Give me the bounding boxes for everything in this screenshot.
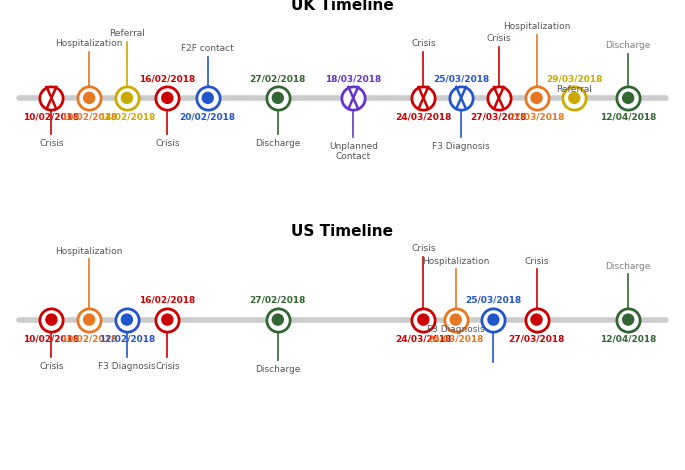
Point bbox=[46, 316, 57, 323]
Point bbox=[162, 316, 173, 323]
Text: Discharge: Discharge bbox=[606, 41, 651, 50]
Text: 16/02/2018: 16/02/2018 bbox=[139, 296, 195, 305]
Text: Crisis: Crisis bbox=[524, 257, 549, 266]
Point bbox=[623, 316, 634, 323]
Text: Discharge: Discharge bbox=[255, 139, 301, 148]
Point bbox=[84, 94, 95, 102]
Text: 29/03/2018: 29/03/2018 bbox=[546, 74, 603, 83]
Text: 14/02/2018: 14/02/2018 bbox=[99, 112, 155, 121]
Point bbox=[121, 316, 132, 323]
Text: Hospitalization: Hospitalization bbox=[422, 257, 489, 266]
Point bbox=[418, 94, 429, 102]
Point bbox=[202, 94, 213, 102]
Text: Crisis: Crisis bbox=[155, 362, 179, 371]
Point bbox=[456, 94, 466, 102]
Text: Hospitalization: Hospitalization bbox=[55, 39, 123, 48]
Point bbox=[162, 94, 173, 102]
Text: 27/02/2018: 27/02/2018 bbox=[249, 74, 306, 83]
Text: F2F contact: F2F contact bbox=[182, 44, 234, 53]
Text: 10/02/2018: 10/02/2018 bbox=[61, 112, 117, 121]
Point bbox=[46, 316, 57, 323]
Point bbox=[273, 94, 284, 102]
Text: Hospitalization: Hospitalization bbox=[55, 247, 123, 256]
Text: Discharge: Discharge bbox=[606, 262, 651, 271]
Text: Crisis: Crisis bbox=[155, 139, 179, 148]
Text: F3 Diagnosis: F3 Diagnosis bbox=[427, 325, 484, 334]
Point bbox=[450, 316, 461, 323]
Text: Crisis: Crisis bbox=[411, 244, 436, 253]
Point bbox=[46, 94, 57, 102]
Point bbox=[569, 94, 580, 102]
Text: Referral: Referral bbox=[556, 85, 593, 94]
Text: 25/03/2018: 25/03/2018 bbox=[433, 74, 489, 83]
Point bbox=[531, 94, 542, 102]
Point bbox=[84, 94, 95, 102]
Text: Hospitalization: Hospitalization bbox=[503, 22, 570, 31]
Text: Crisis: Crisis bbox=[411, 39, 436, 48]
Text: 16/02/2018: 16/02/2018 bbox=[139, 74, 195, 83]
Point bbox=[121, 94, 132, 102]
Point bbox=[569, 94, 580, 102]
Point bbox=[531, 316, 542, 323]
Point bbox=[348, 94, 359, 102]
Text: 27/03/2018: 27/03/2018 bbox=[508, 112, 564, 121]
Point bbox=[121, 94, 132, 102]
Text: 12/04/2018: 12/04/2018 bbox=[600, 335, 656, 344]
Text: Crisis: Crisis bbox=[486, 34, 511, 43]
Point bbox=[493, 94, 504, 102]
Text: 25/03/2018: 25/03/2018 bbox=[465, 296, 521, 305]
Point bbox=[623, 94, 634, 102]
Text: 10/02/2018: 10/02/2018 bbox=[23, 335, 79, 344]
Point bbox=[162, 316, 173, 323]
Text: Crisis: Crisis bbox=[39, 139, 64, 148]
Title: UK Timeline: UK Timeline bbox=[291, 0, 394, 14]
Text: Unplanned
Contact: Unplanned Contact bbox=[329, 141, 378, 161]
Text: 24/03/2018: 24/03/2018 bbox=[395, 112, 451, 121]
Point bbox=[84, 316, 95, 323]
Point bbox=[162, 94, 173, 102]
Text: 12/04/2018: 12/04/2018 bbox=[600, 112, 656, 121]
Point bbox=[450, 316, 461, 323]
Text: 24/03/2018: 24/03/2018 bbox=[427, 335, 484, 344]
Text: 27/02/2018: 27/02/2018 bbox=[249, 296, 306, 305]
Point bbox=[418, 316, 429, 323]
Point bbox=[202, 94, 213, 102]
Text: Referral: Referral bbox=[109, 29, 145, 38]
Point bbox=[273, 316, 284, 323]
Point bbox=[531, 94, 542, 102]
Text: F3 Diagnosis: F3 Diagnosis bbox=[98, 362, 155, 371]
Point bbox=[273, 316, 284, 323]
Text: 12/02/2018: 12/02/2018 bbox=[99, 335, 155, 344]
Point bbox=[84, 316, 95, 323]
Text: 27/03/2018: 27/03/2018 bbox=[508, 335, 564, 344]
Text: Crisis: Crisis bbox=[39, 362, 64, 371]
Text: 27/03/2018: 27/03/2018 bbox=[471, 112, 527, 121]
Point bbox=[121, 316, 132, 323]
Text: F3 Diagnosis: F3 Diagnosis bbox=[432, 141, 490, 151]
Point bbox=[623, 316, 634, 323]
Text: 24/03/2018: 24/03/2018 bbox=[395, 335, 451, 344]
Text: 10/02/2018: 10/02/2018 bbox=[23, 112, 79, 121]
Point bbox=[488, 316, 499, 323]
Point bbox=[488, 316, 499, 323]
Title: US Timeline: US Timeline bbox=[292, 224, 393, 239]
Text: Discharge: Discharge bbox=[255, 365, 301, 374]
Point bbox=[623, 94, 634, 102]
Point bbox=[531, 316, 542, 323]
Point bbox=[418, 316, 429, 323]
Text: 18/03/2018: 18/03/2018 bbox=[325, 74, 382, 83]
Point bbox=[273, 94, 284, 102]
Text: 20/02/2018: 20/02/2018 bbox=[179, 112, 236, 121]
Text: 10/02/2018: 10/02/2018 bbox=[61, 335, 117, 344]
